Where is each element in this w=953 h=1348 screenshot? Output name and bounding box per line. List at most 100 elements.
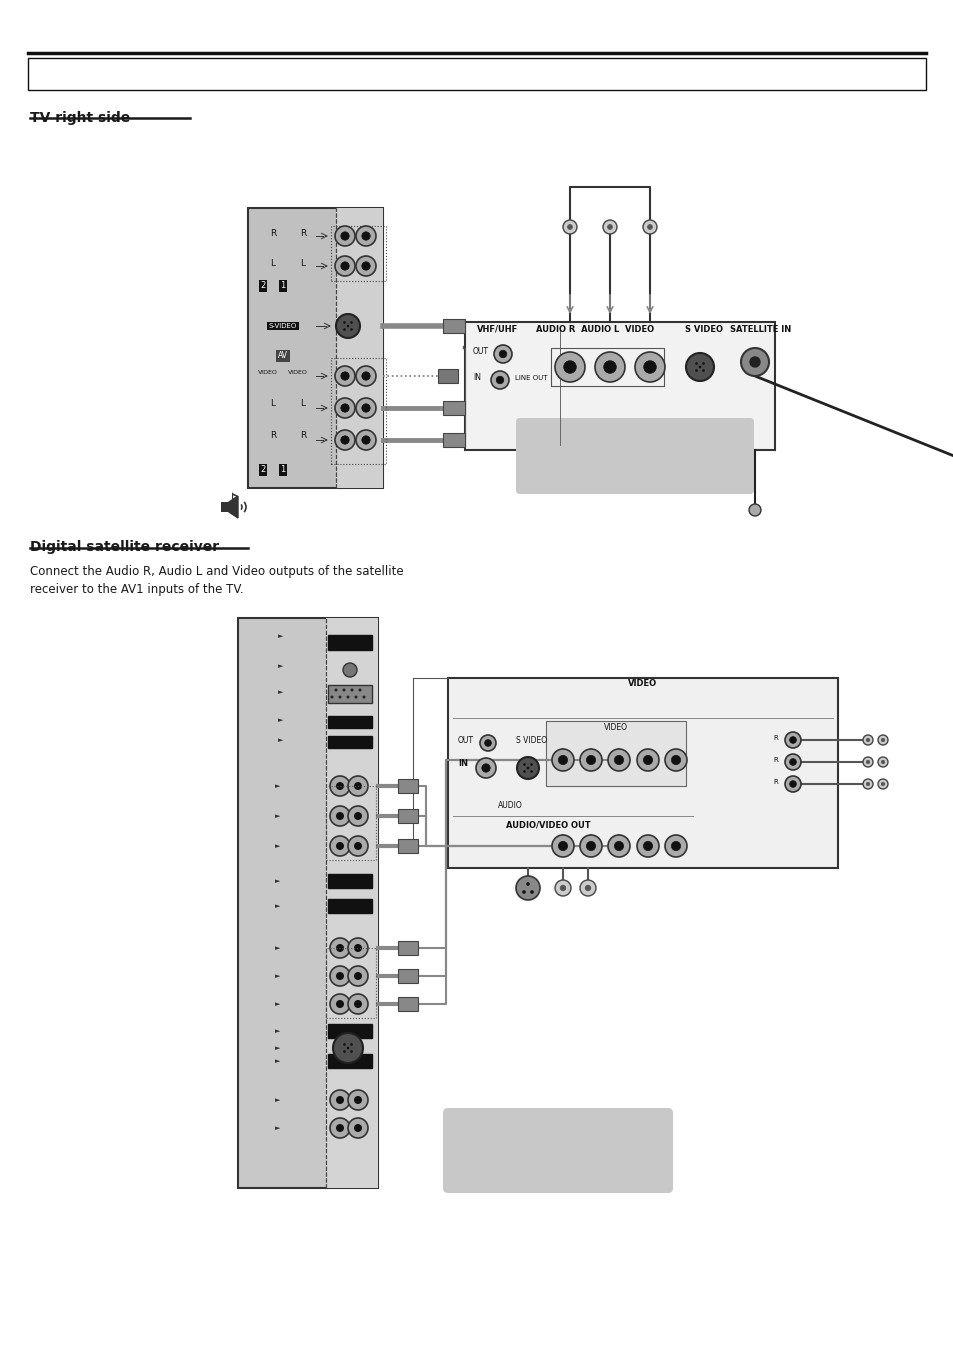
Circle shape (340, 232, 349, 240)
Polygon shape (229, 496, 237, 518)
Circle shape (335, 1000, 344, 1008)
Circle shape (335, 1096, 344, 1104)
Text: ►: ► (275, 1002, 280, 1007)
Circle shape (881, 739, 883, 741)
Text: VIDEO: VIDEO (603, 723, 627, 732)
Text: IN: IN (473, 373, 480, 381)
Circle shape (602, 220, 617, 235)
Circle shape (614, 841, 623, 851)
Bar (326, 948, 375, 1018)
Circle shape (614, 755, 623, 764)
Text: OUT: OUT (473, 346, 489, 356)
Circle shape (354, 972, 361, 980)
Circle shape (330, 993, 350, 1014)
Circle shape (865, 782, 869, 786)
Circle shape (530, 763, 532, 766)
Circle shape (784, 754, 801, 770)
Circle shape (607, 749, 629, 771)
Bar (328, 874, 372, 888)
Circle shape (348, 993, 368, 1014)
Circle shape (555, 880, 571, 896)
Circle shape (701, 369, 704, 372)
Circle shape (516, 876, 539, 900)
Bar (28, 58, 925, 90)
Circle shape (642, 220, 657, 235)
Circle shape (335, 256, 355, 276)
Circle shape (558, 841, 567, 851)
Circle shape (343, 663, 356, 677)
Circle shape (586, 755, 595, 764)
Circle shape (350, 1050, 353, 1053)
Bar (397, 941, 417, 954)
Circle shape (865, 760, 869, 764)
Text: R: R (772, 735, 777, 741)
Text: VIDEO: VIDEO (288, 369, 308, 375)
Text: ►: ► (275, 783, 280, 789)
Circle shape (664, 834, 686, 857)
Text: L: L (271, 259, 275, 268)
Bar (326, 786, 375, 860)
Bar (328, 635, 372, 650)
FancyBboxPatch shape (516, 418, 753, 493)
Bar (397, 969, 417, 983)
Circle shape (348, 1091, 368, 1109)
Text: ►: ► (275, 813, 280, 820)
Circle shape (579, 749, 601, 771)
Text: S VIDEO: S VIDEO (516, 736, 547, 745)
Text: ►: ► (277, 737, 283, 743)
Text: ♪: ♪ (225, 492, 238, 512)
Bar (397, 779, 417, 793)
Circle shape (698, 365, 700, 368)
Circle shape (481, 764, 490, 772)
Circle shape (603, 361, 616, 373)
Circle shape (496, 376, 503, 384)
Bar (545, 721, 685, 786)
Circle shape (361, 232, 370, 240)
Circle shape (354, 782, 361, 790)
Circle shape (862, 758, 872, 767)
Circle shape (607, 834, 629, 857)
Circle shape (584, 886, 590, 891)
Text: AUDIO/VIDEO OUT: AUDIO/VIDEO OUT (505, 821, 590, 830)
Circle shape (567, 225, 572, 229)
Circle shape (362, 696, 365, 698)
Bar (326, 617, 377, 1188)
Bar (397, 838, 417, 853)
Circle shape (521, 890, 525, 894)
Bar (448, 678, 837, 868)
Bar (328, 685, 372, 704)
Text: Connect the Audio R, Audio L and Video outputs of the satellite: Connect the Audio R, Audio L and Video o… (30, 565, 403, 578)
Circle shape (361, 262, 370, 270)
Circle shape (643, 361, 656, 373)
Circle shape (330, 696, 334, 698)
Text: receiver to the AV1 inputs of the TV.: receiver to the AV1 inputs of the TV. (30, 582, 243, 596)
Circle shape (881, 760, 883, 764)
Circle shape (637, 834, 659, 857)
Circle shape (664, 749, 686, 771)
Text: TV right side: TV right side (30, 111, 131, 125)
Bar (328, 736, 372, 748)
Circle shape (586, 841, 595, 851)
Circle shape (335, 367, 355, 386)
Text: AUDIO R  AUDIO L  VIDEO: AUDIO R AUDIO L VIDEO (536, 325, 654, 334)
Circle shape (355, 696, 357, 698)
Circle shape (348, 967, 368, 985)
FancyBboxPatch shape (442, 1108, 672, 1193)
Circle shape (530, 890, 534, 894)
Circle shape (877, 779, 887, 789)
Circle shape (642, 755, 652, 764)
Circle shape (862, 779, 872, 789)
Circle shape (789, 759, 796, 766)
Circle shape (330, 938, 350, 958)
Circle shape (350, 328, 353, 330)
Circle shape (877, 735, 887, 745)
Circle shape (343, 328, 345, 330)
Circle shape (335, 430, 355, 450)
Circle shape (342, 689, 345, 692)
Circle shape (530, 770, 532, 772)
Circle shape (862, 735, 872, 745)
Circle shape (526, 767, 529, 770)
Circle shape (607, 225, 612, 229)
Circle shape (335, 811, 344, 820)
Circle shape (350, 321, 353, 324)
